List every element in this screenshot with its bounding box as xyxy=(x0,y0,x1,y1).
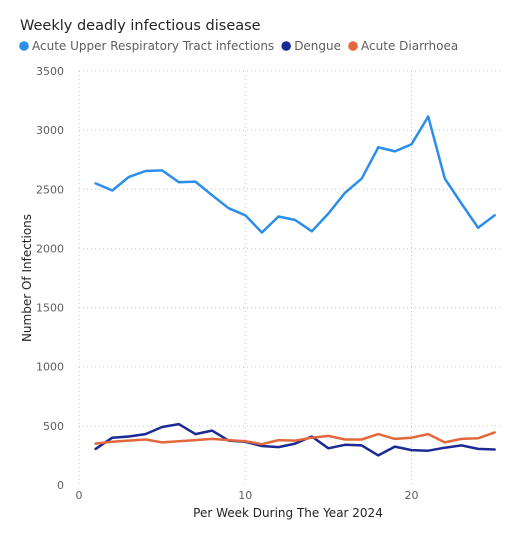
x-axis-label: Per Week During The Year 2024 xyxy=(193,506,383,520)
series-line-3[interactable] xyxy=(94,431,496,446)
series-line-1[interactable] xyxy=(94,115,496,234)
y-tick-label: 3000 xyxy=(36,124,64,137)
legend-label-1: Acute Upper Respiratory Tract infections xyxy=(32,39,274,53)
series-lines xyxy=(94,115,496,457)
y-tick-label: 2000 xyxy=(36,242,64,255)
y-axis-label: Number Of Infections xyxy=(20,214,34,342)
y-tick-label: 0 xyxy=(57,479,64,492)
legend-label-3: Acute Diarrhoea xyxy=(361,39,458,53)
y-tick-label: 500 xyxy=(43,420,64,433)
legend: Acute Upper Respiratory Tract infections… xyxy=(19,39,458,53)
y-tick-label: 3500 xyxy=(36,65,64,78)
x-tick-label: 10 xyxy=(238,489,252,502)
series-line-2[interactable] xyxy=(94,422,496,457)
y-axis-ticks: 0 500 1000 1500 2000 2500 3000 3500 xyxy=(36,65,64,492)
x-tick-label: 20 xyxy=(405,489,419,502)
grid xyxy=(78,70,503,485)
y-tick-label: 2500 xyxy=(36,183,64,196)
x-tick-label: 0 xyxy=(76,489,83,502)
legend-label-2: Dengue xyxy=(294,39,341,53)
y-tick-label: 1500 xyxy=(36,302,64,315)
legend-marker-3 xyxy=(348,41,358,51)
legend-marker-1 xyxy=(19,41,29,51)
x-axis-ticks: 0 10 20 xyxy=(76,489,419,502)
legend-marker-2 xyxy=(281,41,291,51)
y-tick-label: 1000 xyxy=(36,361,64,374)
chart-title: Weekly deadly infectious disease xyxy=(20,18,261,34)
